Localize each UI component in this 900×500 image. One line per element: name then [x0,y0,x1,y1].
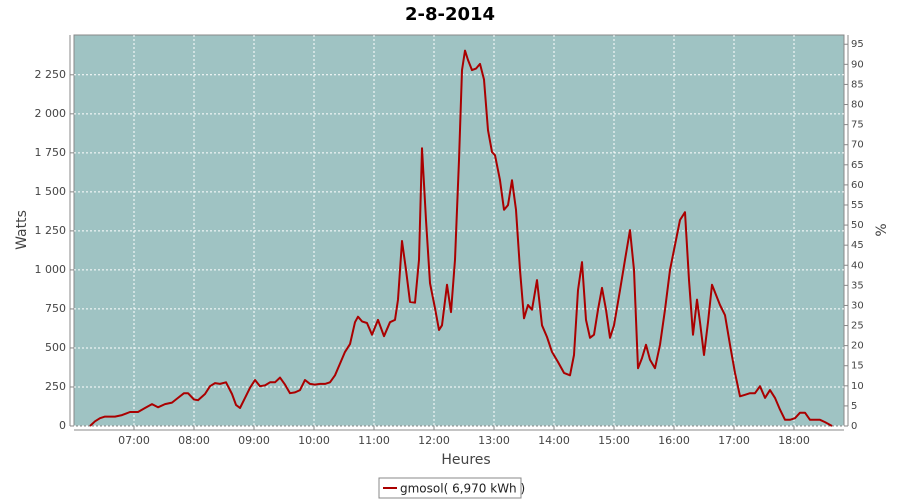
x-axis-title: Heures [441,452,490,468]
y2-tick-label: 15 [851,361,864,372]
y-tick-label: 1 000 [35,263,67,276]
y2-tick-label: 50 [851,220,864,231]
y-tick-label: 1 750 [35,146,67,159]
y2-tick-label: 55 [851,200,864,211]
y2-tick-label: 70 [851,140,864,151]
y2-tick-label: 75 [851,120,864,131]
y2-tick-label: 80 [851,100,864,111]
y2-tick-label: 5 [851,401,857,412]
x-tick-label: 12:00 [418,434,450,447]
x-tick-label: 11:00 [358,434,390,447]
y2-tick-label: 30 [851,300,864,311]
x-tick-label: 09:00 [238,434,270,447]
x-tick-label: 18:00 [778,434,810,447]
y2-tick-label: 40 [851,260,864,271]
y-tick-label: 1 250 [35,224,67,237]
y-tick-label: 250 [45,380,66,393]
y2-tick-label: 90 [851,59,864,70]
x-tick-label: 07:00 [118,434,150,447]
y-tick-label: 750 [45,302,66,315]
x-tick-label: 15:00 [598,434,630,447]
y-tick-label: 500 [45,341,66,354]
y-tick-label: 2 000 [35,107,67,120]
y-tick-label: 1 500 [35,185,67,198]
y2-tick-label: 0 [851,421,857,432]
x-tick-label: 17:00 [718,434,750,447]
y2-tick-label: 20 [851,341,864,352]
y2-tick-label: 25 [851,321,864,332]
x-tick-label: 10:00 [298,434,330,447]
line-series [89,49,833,427]
x-tick-label: 16:00 [658,434,690,447]
y2-tick-label: 65 [851,160,864,171]
y2-tick-label: 60 [851,180,864,191]
x-tick-label: 08:00 [178,434,210,447]
y2-axis-title: % [874,223,890,236]
y2-tick-label: 35 [851,280,864,291]
y2-tick-label: 95 [851,39,864,50]
y-tick-label: 0 [59,419,66,432]
y-tick-label: 2 250 [35,68,67,81]
legend-box [378,477,522,499]
x-tick-label: 14:00 [538,434,570,447]
chart-title: 2-8-2014 [405,4,495,25]
legend-label: gmosol( 6,970 kWh ) [400,482,525,496]
x-tick-label: 13:00 [478,434,510,447]
y2-tick-label: 10 [851,381,864,392]
y2-tick-label: 85 [851,79,864,90]
y2-tick-label: 45 [851,240,864,251]
legend: gmosol( 6,970 kWh ) [378,477,525,499]
y-axis-title: Watts [14,210,30,250]
